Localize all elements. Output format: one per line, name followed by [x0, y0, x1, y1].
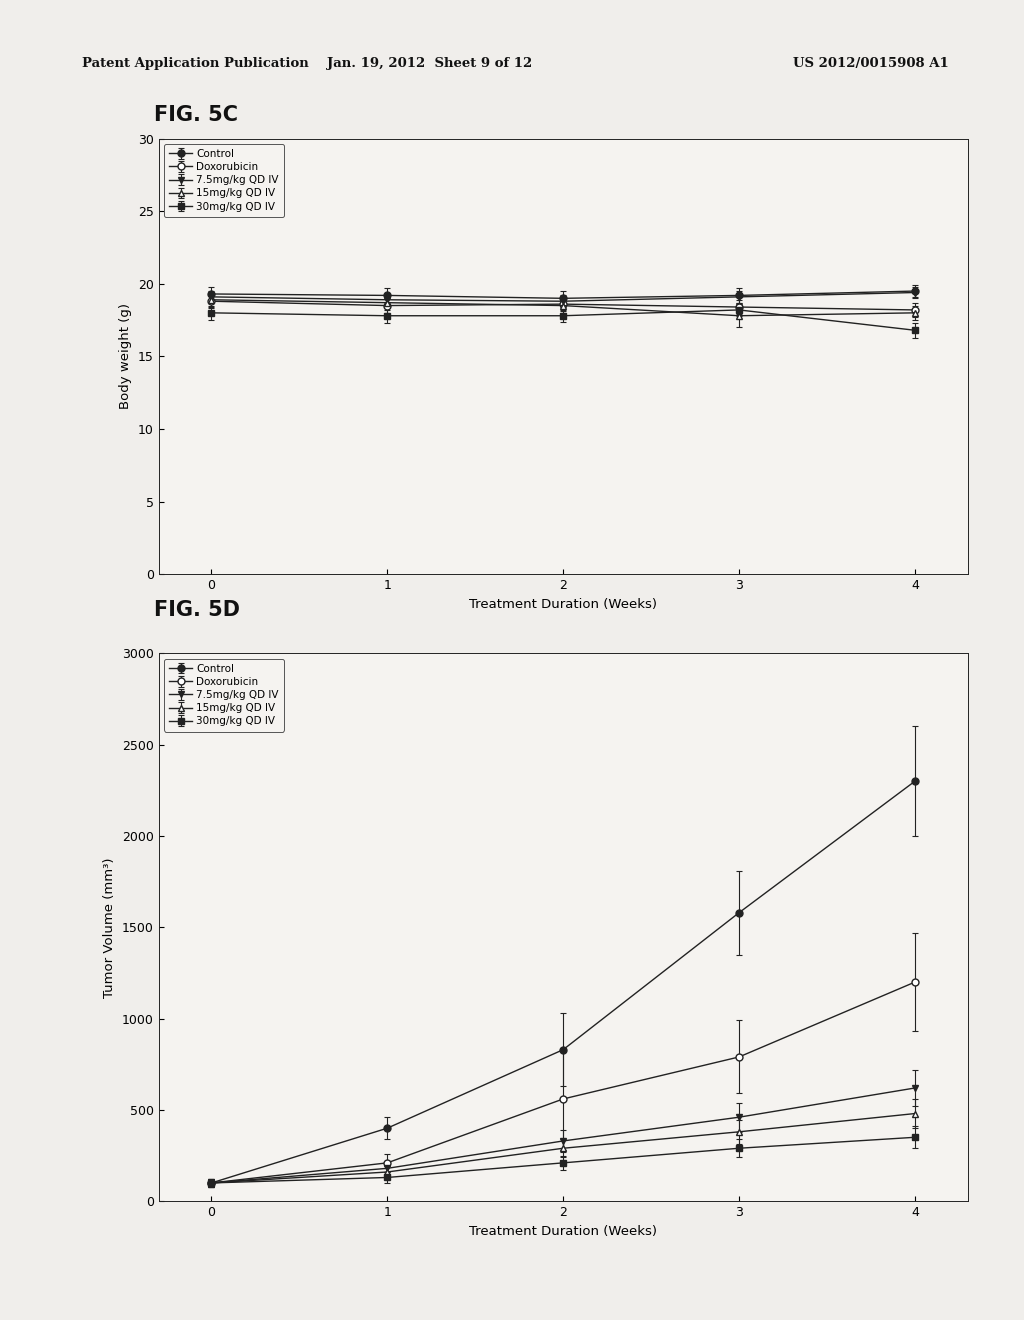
Text: Jan. 19, 2012  Sheet 9 of 12: Jan. 19, 2012 Sheet 9 of 12 — [328, 57, 532, 70]
Text: FIG. 5C: FIG. 5C — [154, 106, 238, 125]
Text: US 2012/0015908 A1: US 2012/0015908 A1 — [793, 57, 948, 70]
Text: FIG. 5D: FIG. 5D — [154, 601, 240, 620]
Legend: Control, Doxorubicin, 7.5mg/kg QD IV, 15mg/kg QD IV, 30mg/kg QD IV: Control, Doxorubicin, 7.5mg/kg QD IV, 15… — [164, 144, 284, 216]
Legend: Control, Doxorubicin, 7.5mg/kg QD IV, 15mg/kg QD IV, 30mg/kg QD IV: Control, Doxorubicin, 7.5mg/kg QD IV, 15… — [164, 659, 284, 731]
Y-axis label: Tumor Volume (mm³): Tumor Volume (mm³) — [103, 857, 117, 998]
X-axis label: Treatment Duration (Weeks): Treatment Duration (Weeks) — [469, 1225, 657, 1238]
Y-axis label: Body weight (g): Body weight (g) — [120, 304, 132, 409]
Text: Patent Application Publication: Patent Application Publication — [82, 57, 308, 70]
X-axis label: Treatment Duration (Weeks): Treatment Duration (Weeks) — [469, 598, 657, 611]
